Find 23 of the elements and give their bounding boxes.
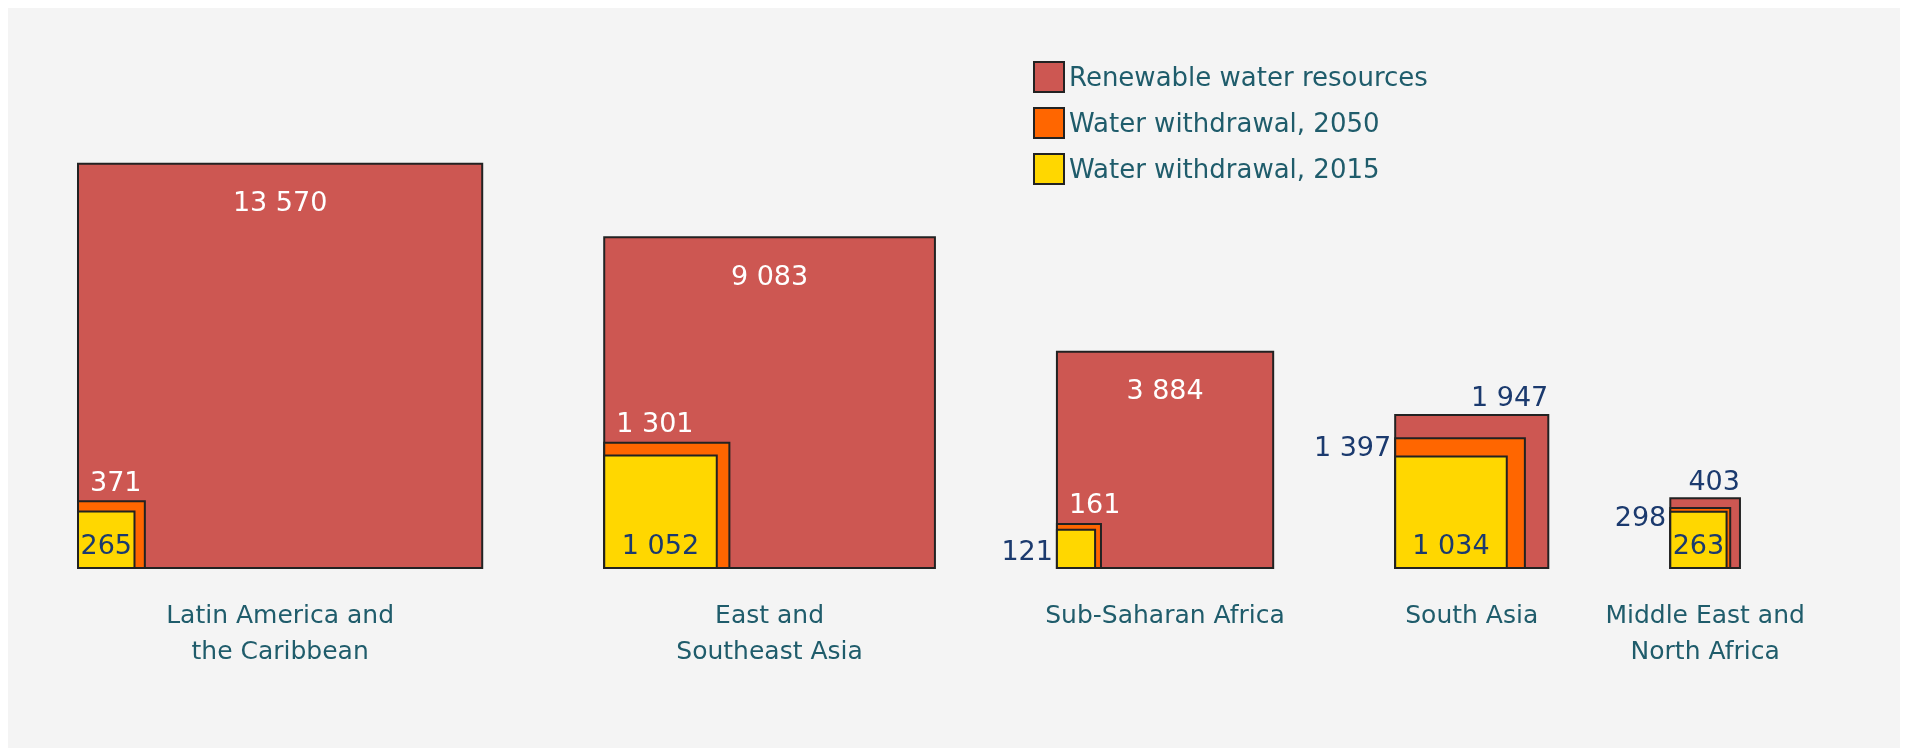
data-label: 121 bbox=[1001, 534, 1053, 566]
legend-label: Water withdrawal, 2015 bbox=[1069, 154, 1380, 184]
data-label: 13 570 bbox=[232, 186, 328, 218]
data-label: 1 397 bbox=[1313, 430, 1392, 462]
data-label: 1 034 bbox=[1412, 528, 1490, 560]
category-label: South Asia bbox=[1405, 599, 1539, 629]
data-label: 1 947 bbox=[1471, 381, 1549, 413]
data-label: 9 083 bbox=[730, 259, 809, 291]
data-label: 265 bbox=[80, 528, 133, 560]
category-label: Middle East and North Africa bbox=[1605, 599, 1805, 665]
data-label: 1 301 bbox=[616, 407, 694, 439]
data-label: 298 bbox=[1614, 500, 1667, 532]
data-label: 403 bbox=[1688, 464, 1740, 496]
legend-label: Water withdrawal, 2050 bbox=[1069, 108, 1380, 138]
category-label: East and Southeast Asia bbox=[676, 599, 863, 665]
data-label: 1 052 bbox=[621, 528, 700, 560]
data-label: 371 bbox=[90, 465, 142, 497]
data-label: 263 bbox=[1672, 528, 1725, 560]
data-label: 3 884 bbox=[1126, 374, 1204, 406]
category-label: Latin America and the Caribbean bbox=[166, 599, 395, 665]
data-label: 161 bbox=[1068, 488, 1121, 520]
legend-label: Renewable water resources bbox=[1069, 62, 1428, 92]
category-label: Sub-Saharan Africa bbox=[1045, 599, 1285, 629]
